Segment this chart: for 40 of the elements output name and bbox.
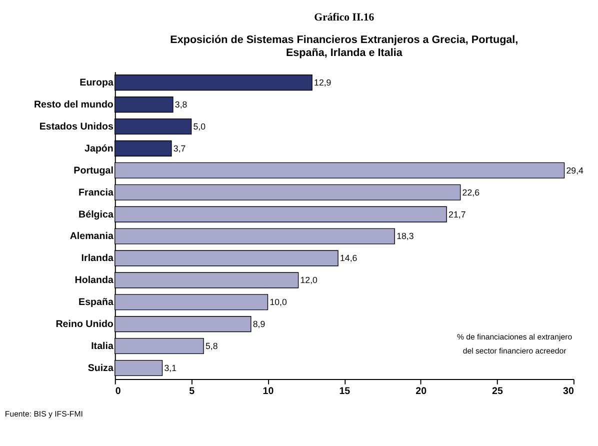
annotation: del sector financiero acreedor xyxy=(462,346,567,356)
data-label: 12,0 xyxy=(300,275,318,286)
x-tick-label: 5 xyxy=(189,386,196,398)
y-tick-label: Estados Unidos xyxy=(39,121,114,132)
x-tick-label: 25 xyxy=(492,386,504,398)
y-tick-label: Reino Unido xyxy=(56,319,114,330)
y-tick-label: Alemania xyxy=(70,231,114,242)
data-label: 5,0 xyxy=(193,121,206,132)
data-label: 10,0 xyxy=(270,297,287,308)
y-tick-label: Resto del mundo xyxy=(34,99,114,110)
data-label: 3,1 xyxy=(164,362,177,373)
source-note: Fuente: BIS y IFS-FMI xyxy=(4,409,83,418)
data-label: 22,6 xyxy=(462,187,480,198)
data-label: 12,9 xyxy=(314,78,332,88)
chart-title: Gráfico II.16 xyxy=(314,12,375,24)
y-tick-label: Europa xyxy=(80,78,114,89)
x-tick-label: 30 xyxy=(563,386,574,398)
y-tick-label: Holanda xyxy=(74,275,114,286)
data-label: 29,4 xyxy=(566,165,584,176)
y-tick-label: Portugal xyxy=(74,165,114,176)
data-label: 5,8 xyxy=(206,340,218,351)
x-tick-label: 15 xyxy=(339,386,351,398)
data-label: 21,7 xyxy=(448,209,466,220)
data-label: 3,8 xyxy=(174,99,188,110)
y-tick-label: España xyxy=(78,297,114,308)
y-tick-label: Irlanda xyxy=(81,253,114,264)
annotation: % de financiaciones al extranjero xyxy=(456,332,573,342)
y-tick-label: Suiza xyxy=(88,362,114,374)
x-tick-label: 10 xyxy=(262,386,274,398)
data-label: 14,6 xyxy=(340,253,358,264)
y-tick-label: Japón xyxy=(84,143,114,154)
y-tick-label: Francia xyxy=(78,187,114,198)
x-tick-label: 20 xyxy=(416,386,428,398)
y-tick-label: Italia xyxy=(91,340,114,352)
y-tick-label: Bélgica xyxy=(78,209,114,220)
data-label: 18,3 xyxy=(396,231,414,242)
x-tick-label: 0 xyxy=(115,386,122,398)
chart-subtitle: Exposición de Sistemas Financieros Extranjeros a Grecia, Portugal, España, Irlanda e Italia xyxy=(170,34,518,59)
data-label: 3,7 xyxy=(173,143,186,154)
data-label: 8,9 xyxy=(252,319,266,330)
